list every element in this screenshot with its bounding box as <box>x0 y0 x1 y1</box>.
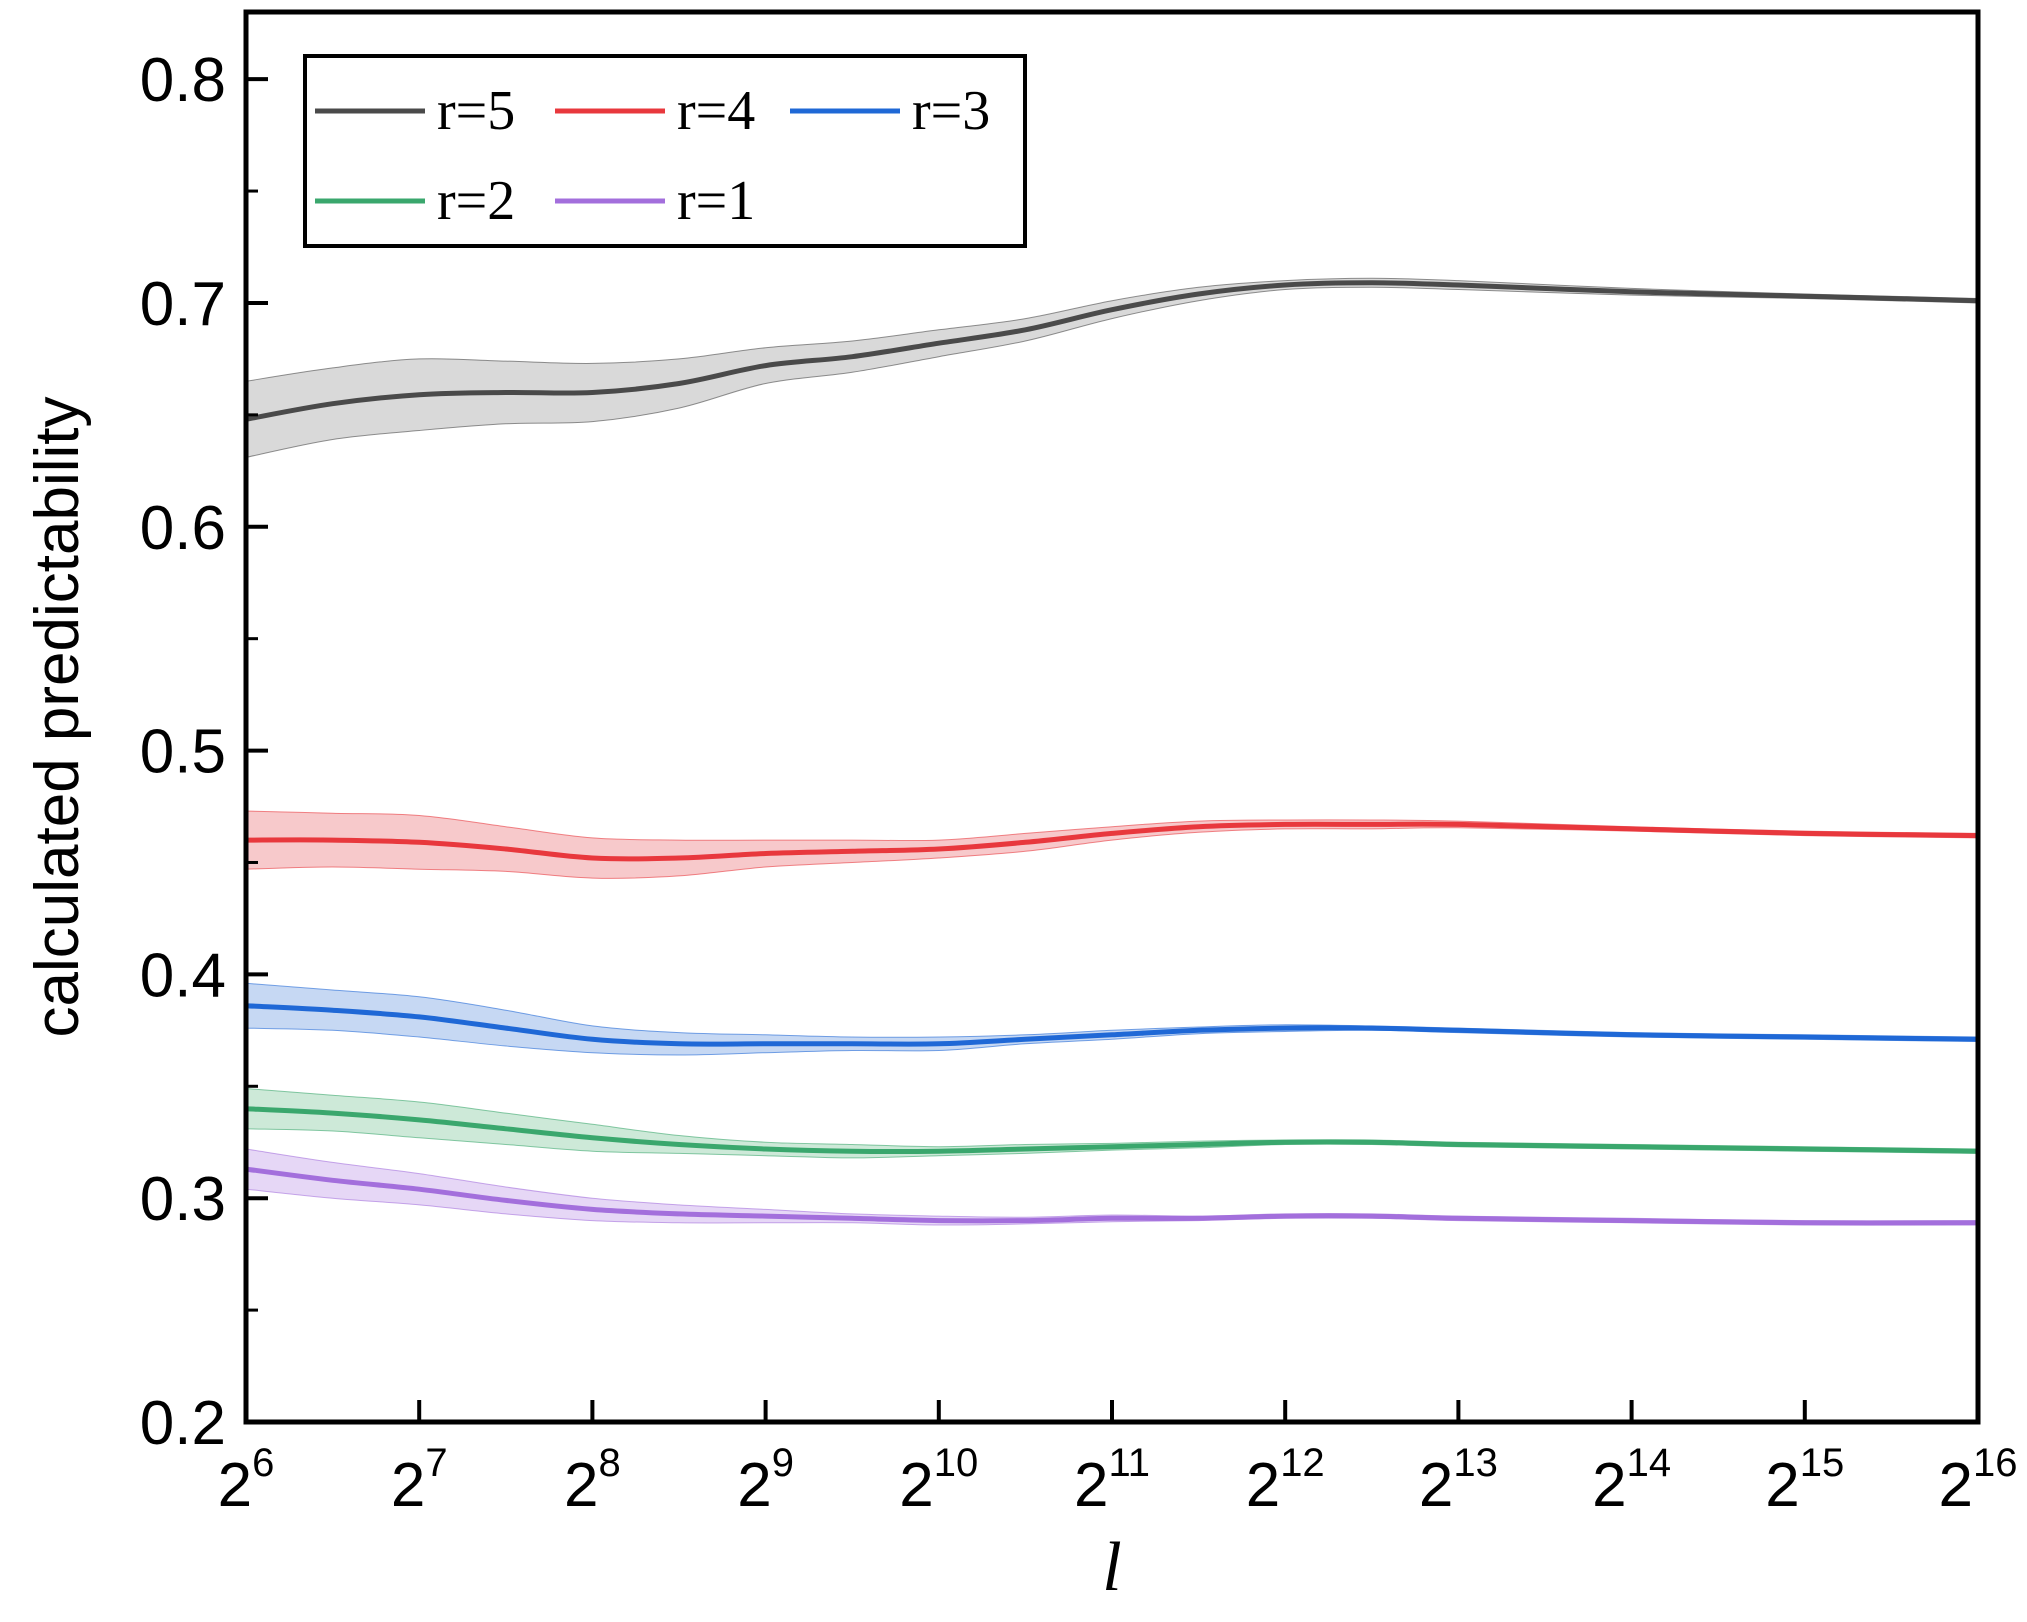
x-tick-label: 215 <box>1765 1441 1844 1520</box>
band-r1 <box>245 1148 1979 1226</box>
legend-label: r=4 <box>677 80 755 142</box>
x-tick-label: 212 <box>1246 1441 1325 1520</box>
confidence-bands <box>245 277 1979 1226</box>
band-r5 <box>245 277 1979 459</box>
line-r4 <box>243 821 1981 862</box>
x-tick-label: 29 <box>737 1441 794 1520</box>
x-tick-label: 214 <box>1592 1441 1671 1520</box>
y-tick-label: 0.8 <box>140 46 226 115</box>
legend: r=5 r=4 r=3 r=2 r=1 <box>303 54 1027 248</box>
band-r4 <box>245 810 1979 879</box>
y-tick-label: 0.4 <box>140 941 226 1010</box>
x-tick-label: 28 <box>564 1441 621 1520</box>
x-tick-label: 216 <box>1939 1441 2018 1520</box>
x-tick-label: 211 <box>1074 1441 1150 1520</box>
line-r2 <box>243 1106 1981 1154</box>
legend-label: r=3 <box>912 80 990 142</box>
y-axis-label: calculated predictability <box>23 396 92 1037</box>
series-lines <box>243 280 1981 1226</box>
y-tick-label: 0.6 <box>140 494 226 563</box>
x-tick-label: 210 <box>899 1441 978 1520</box>
line-r3 <box>243 1003 1981 1047</box>
line-r5 <box>243 280 1981 422</box>
y-tick-label: 0.7 <box>140 270 226 339</box>
x-tick-label: 26 <box>218 1441 275 1520</box>
x-axis: 26 27 28 29 210 211 212 213 214 215 216 <box>218 1400 2018 1520</box>
legend-label: r=5 <box>437 80 515 142</box>
y-tick-label: 0.2 <box>140 1389 226 1458</box>
y-axis: 0.2 0.3 0.4 0.5 0.6 0.7 0.8 <box>140 46 268 1458</box>
line-r1 <box>243 1166 1981 1226</box>
y-tick-label: 0.5 <box>140 718 226 787</box>
x-tick-label: 27 <box>391 1441 448 1520</box>
legend-label: r=1 <box>677 170 755 232</box>
band-r3 <box>245 982 1979 1056</box>
y-tick-label: 0.3 <box>140 1165 226 1234</box>
x-axis-label: l <box>1102 1529 1121 1606</box>
x-tick-label: 213 <box>1419 1441 1498 1520</box>
legend-box <box>303 54 1027 248</box>
legend-label: r=2 <box>437 170 515 232</box>
